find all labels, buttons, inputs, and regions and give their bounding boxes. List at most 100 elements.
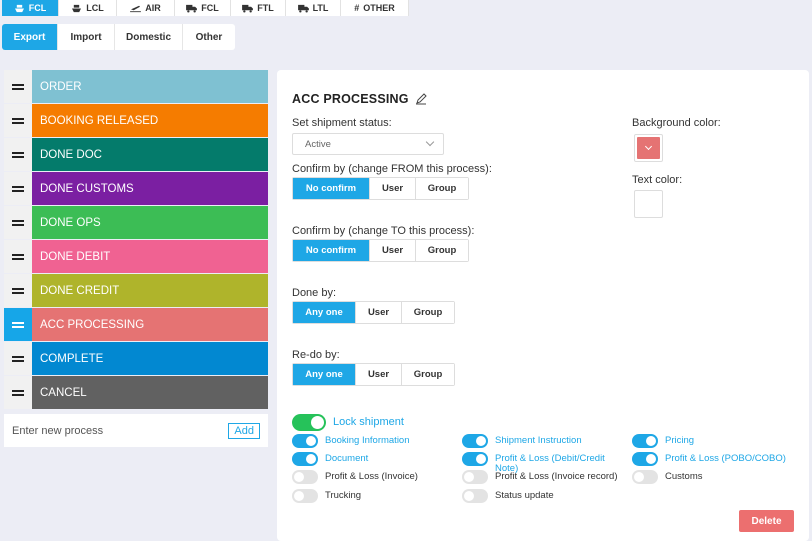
permission-toggle-label: Profit & Loss (Debit/Credit Note) — [495, 453, 605, 474]
permission-toggle-item[interactable]: Profit & Loss (Invoice record) — [462, 470, 618, 484]
tab-domestic[interactable]: Domestic — [115, 24, 183, 50]
process-label[interactable]: DONE CREDIT — [32, 274, 268, 307]
drag-handle-icon[interactable] — [4, 70, 32, 103]
process-label[interactable]: BOOKING RELEASED — [32, 104, 268, 137]
process-row[interactable]: DONE CREDIT — [4, 274, 268, 308]
permission-toggle[interactable] — [292, 452, 318, 466]
permission-toggle-item[interactable]: Profit & Loss (POBO/COBO) — [632, 452, 786, 466]
add-process-button[interactable]: Add — [228, 422, 260, 439]
confirm-from-no-confirm[interactable]: No confirm — [293, 178, 370, 199]
tab-fcl-truck[interactable]: FCL — [175, 0, 231, 16]
permission-toggle[interactable] — [462, 452, 488, 466]
lock-shipment-toggle[interactable] — [292, 414, 326, 431]
process-label[interactable]: DONE OPS — [32, 206, 268, 239]
confirm-to-user[interactable]: User — [370, 240, 416, 261]
permission-toggle[interactable] — [462, 470, 488, 484]
process-label[interactable]: DONE DOC — [32, 138, 268, 171]
process-label[interactable]: ACC PROCESSING — [32, 308, 268, 341]
confirm-to-group: No confirm User Group — [292, 239, 469, 262]
lock-shipment-label: Lock shipment — [333, 416, 404, 428]
tab-other-mode[interactable]: # OTHER — [341, 0, 409, 16]
bg-color-picker[interactable] — [634, 134, 663, 162]
process-row[interactable]: DONE CUSTOMS — [4, 172, 268, 206]
process-label[interactable]: DONE DEBIT — [32, 240, 268, 273]
permission-toggle[interactable] — [462, 489, 488, 503]
redo-by-user[interactable]: User — [356, 364, 402, 385]
redo-by-group-btn[interactable]: Group — [402, 364, 454, 385]
permission-toggle[interactable] — [632, 434, 658, 448]
drag-handle-icon[interactable] — [4, 274, 32, 307]
confirm-from-user[interactable]: User — [370, 178, 416, 199]
tab-import[interactable]: Import — [58, 24, 115, 50]
done-by-user[interactable]: User — [356, 302, 402, 323]
tab-fcl-sea[interactable]: FCL — [2, 0, 59, 16]
process-label[interactable]: DONE CUSTOMS — [32, 172, 268, 205]
tab-ltl[interactable]: LTL — [286, 0, 341, 16]
confirm-to-group-btn[interactable]: Group — [416, 240, 468, 261]
process-row[interactable]: CANCEL — [4, 376, 268, 410]
confirm-from-group-btn[interactable]: Group — [416, 178, 468, 199]
permission-toggle[interactable] — [292, 489, 318, 503]
new-process-bar: Add — [4, 414, 268, 447]
done-by-any-one[interactable]: Any one — [293, 302, 356, 323]
permission-toggle[interactable] — [292, 434, 318, 448]
permission-toggle[interactable] — [292, 470, 318, 484]
drag-handle-icon[interactable] — [4, 172, 32, 205]
lock-shipment-toggle-item[interactable]: Lock shipment — [292, 414, 404, 431]
process-row[interactable]: DONE DOC — [4, 138, 268, 172]
delete-process-button[interactable]: Delete — [739, 510, 794, 532]
truck-icon — [297, 4, 309, 13]
permission-toggle-item[interactable]: Customs — [632, 470, 702, 484]
tab-air[interactable]: AIR — [117, 0, 175, 16]
drag-handle-icon[interactable] — [4, 138, 32, 171]
drag-handle-icon[interactable] — [4, 342, 32, 375]
process-row[interactable]: DONE OPS — [4, 206, 268, 240]
new-process-input[interactable] — [12, 424, 229, 437]
mode-tabs: FCL LCL AIR FCL FTL LTL # OTHER — [2, 0, 409, 16]
direction-tabs: Export Import Domestic Other — [2, 24, 235, 50]
drag-handle-icon[interactable] — [4, 104, 32, 137]
permission-toggle-item[interactable]: Booking Information — [292, 434, 410, 448]
tab-ftl[interactable]: FTL — [231, 0, 286, 16]
text-color-swatch — [637, 193, 660, 215]
confirm-to-label: Confirm by (change TO this process): — [292, 225, 475, 237]
process-label[interactable]: ORDER — [32, 70, 268, 103]
permission-toggle-item[interactable]: Document — [292, 452, 368, 466]
text-color-picker[interactable] — [634, 190, 663, 218]
permission-toggle-item[interactable]: Pricing — [632, 434, 694, 448]
permission-toggle-item[interactable]: Profit & Loss (Invoice) — [292, 470, 418, 484]
drag-handle-icon[interactable] — [4, 240, 32, 273]
process-label[interactable]: COMPLETE — [32, 342, 268, 375]
permission-toggle-label: Pricing — [665, 435, 695, 446]
tab-export[interactable]: Export — [2, 24, 58, 50]
permission-toggle-item[interactable]: Shipment Instruction — [462, 434, 582, 448]
drag-handle-icon[interactable] — [4, 308, 32, 341]
done-by-group-btn[interactable]: Group — [402, 302, 454, 323]
confirm-to-no-confirm[interactable]: No confirm — [293, 240, 370, 261]
edit-icon[interactable] — [415, 93, 427, 105]
permission-toggle[interactable] — [632, 452, 658, 466]
status-select[interactable]: Active — [292, 133, 444, 155]
process-row[interactable]: BOOKING RELEASED — [4, 104, 268, 138]
permission-toggle-label: Customs — [665, 471, 703, 482]
process-row[interactable]: DONE DEBIT — [4, 240, 268, 274]
permission-toggle-item[interactable]: Profit & Loss (Debit/Credit Note) — [462, 452, 625, 474]
process-row[interactable]: ORDER — [4, 70, 268, 104]
permission-toggle[interactable] — [632, 470, 658, 484]
drag-handle-icon[interactable] — [4, 206, 32, 239]
process-row[interactable]: ACC PROCESSING — [4, 308, 268, 342]
tab-other-direction[interactable]: Other — [195, 31, 223, 43]
panel-title: ACC PROCESSING — [292, 92, 427, 106]
redo-by-any-one[interactable]: Any one — [293, 364, 356, 385]
permission-toggle-item[interactable]: Status update — [462, 489, 554, 503]
drag-handle-icon[interactable] — [4, 376, 32, 409]
hash-icon: # — [354, 3, 360, 13]
drag-lines-icon — [12, 355, 24, 362]
process-row[interactable]: COMPLETE — [4, 342, 268, 376]
permission-toggle-label: Profit & Loss (Invoice record) — [495, 471, 618, 482]
permission-toggle[interactable] — [462, 434, 488, 448]
tab-lcl[interactable]: LCL — [59, 0, 117, 16]
process-label[interactable]: CANCEL — [32, 376, 268, 409]
permission-toggle-label: Trucking — [325, 490, 362, 501]
permission-toggle-item[interactable]: Trucking — [292, 489, 361, 503]
